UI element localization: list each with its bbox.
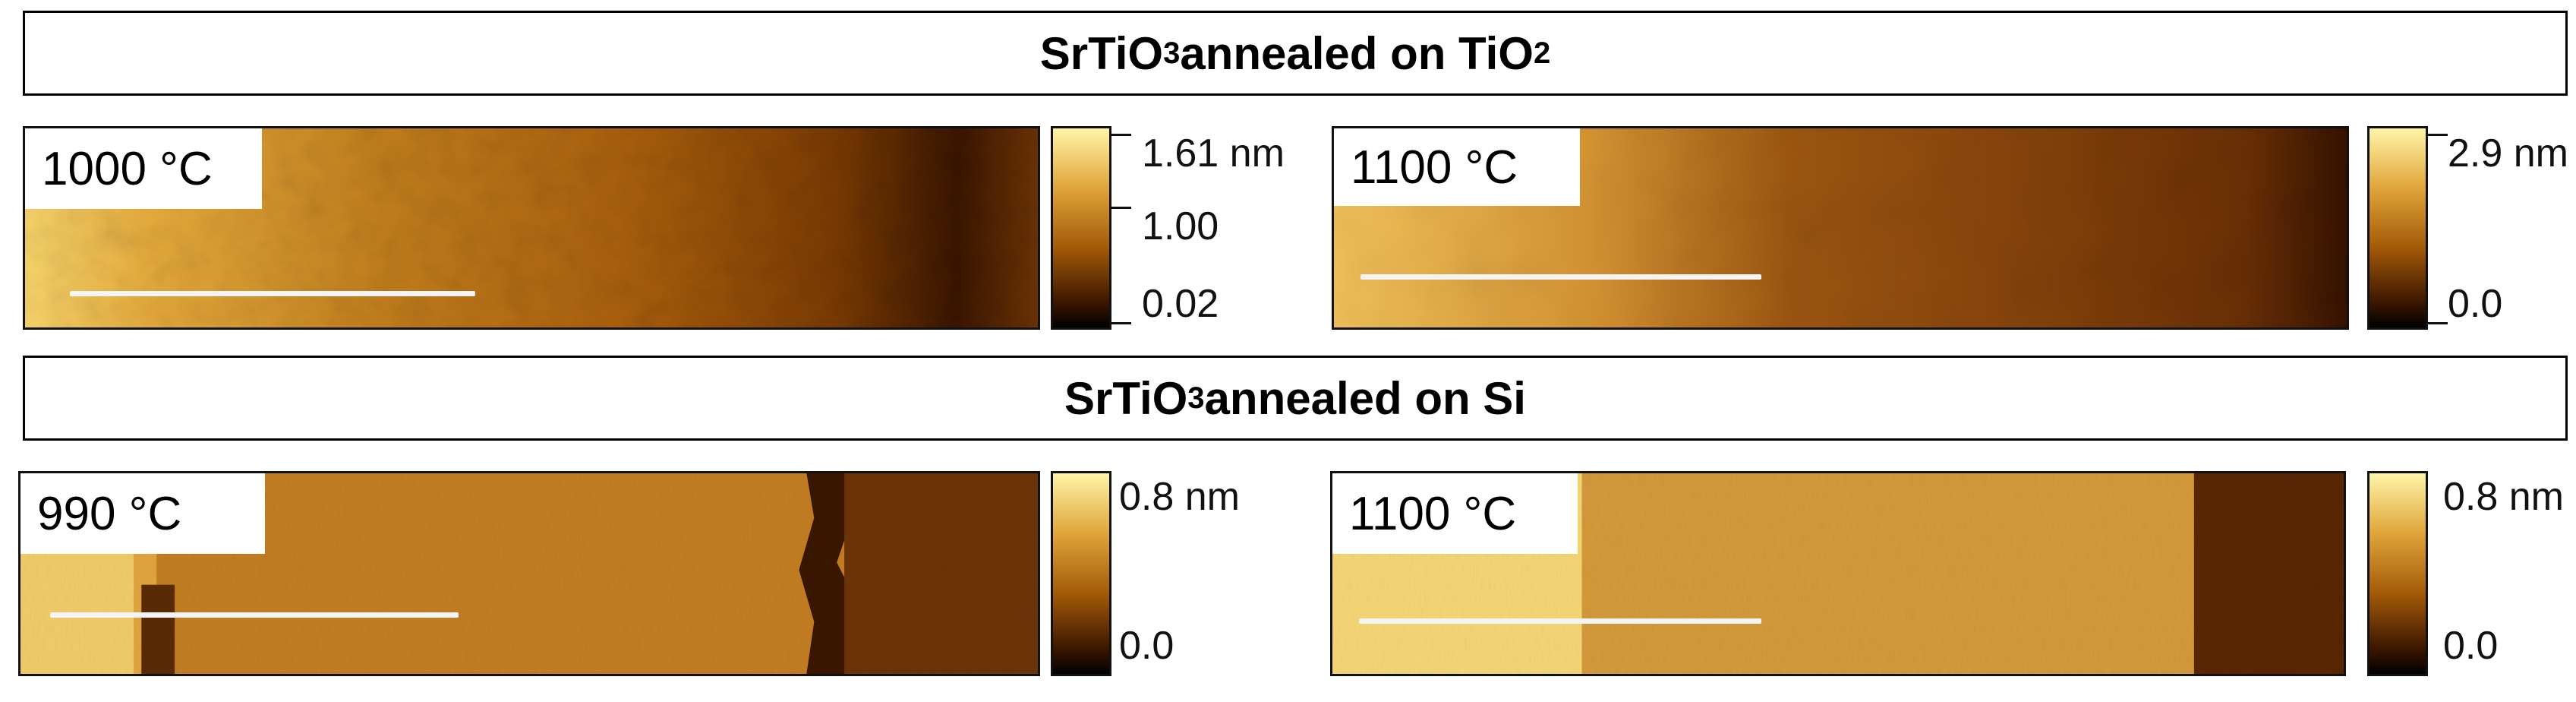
scale-bar [1361, 274, 1761, 280]
colorbar-tick [1111, 322, 1131, 324]
row2-title-main: SrTiO [1064, 372, 1188, 424]
temperature-label-1000c: 1000 °C [25, 128, 262, 209]
colorbar-tick [2428, 134, 2448, 136]
colorbar-1000c [1051, 126, 1111, 330]
colorbar-max-label: 1.61 nm [1142, 131, 1285, 176]
colorbar-990c [1051, 471, 1111, 676]
temperature-label-990c: 990 °C [20, 473, 265, 554]
colorbar-max-label: 0.8 nm [1119, 475, 1240, 519]
colorbar-min-label: 0.0 [1119, 624, 1174, 668]
colorbar-1100c [2367, 126, 2428, 330]
colorbar-max-label: 2.9 nm [2448, 131, 2568, 176]
colorbar-min-label: 0.0 [2448, 282, 2503, 326]
row1-title: SrTiO 3 annealed on TiO 2 [23, 11, 2568, 96]
afm-image-1100c-tio2 [1332, 126, 2349, 330]
scale-bar [1359, 618, 1761, 624]
colorbar-min-label: 0.0 [2443, 624, 2499, 668]
temperature-label-1100c-si: 1100 °C [1332, 473, 1578, 554]
colorbar-tick [1111, 134, 1131, 136]
colorbar-tick [1111, 207, 1131, 209]
colorbar-max-label: 0.8 nm [2443, 475, 2564, 519]
colorbar-min-label: 0.02 [1142, 282, 1219, 326]
colorbar-1100c-si [2367, 471, 2428, 676]
row2-title: SrTiO 3 annealed on Si [23, 356, 2568, 441]
scale-bar [50, 612, 459, 618]
colorbar-mid-label: 1.00 [1142, 204, 1219, 248]
row2-title-rest: annealed on Si [1204, 372, 1526, 424]
scale-bar [70, 291, 475, 296]
row1-title-main: SrTiO [1039, 27, 1164, 79]
temperature-label-1100c: 1100 °C [1334, 128, 1580, 206]
colorbar-tick [2428, 322, 2448, 324]
row1-title-rest: annealed on TiO [1180, 27, 1534, 79]
